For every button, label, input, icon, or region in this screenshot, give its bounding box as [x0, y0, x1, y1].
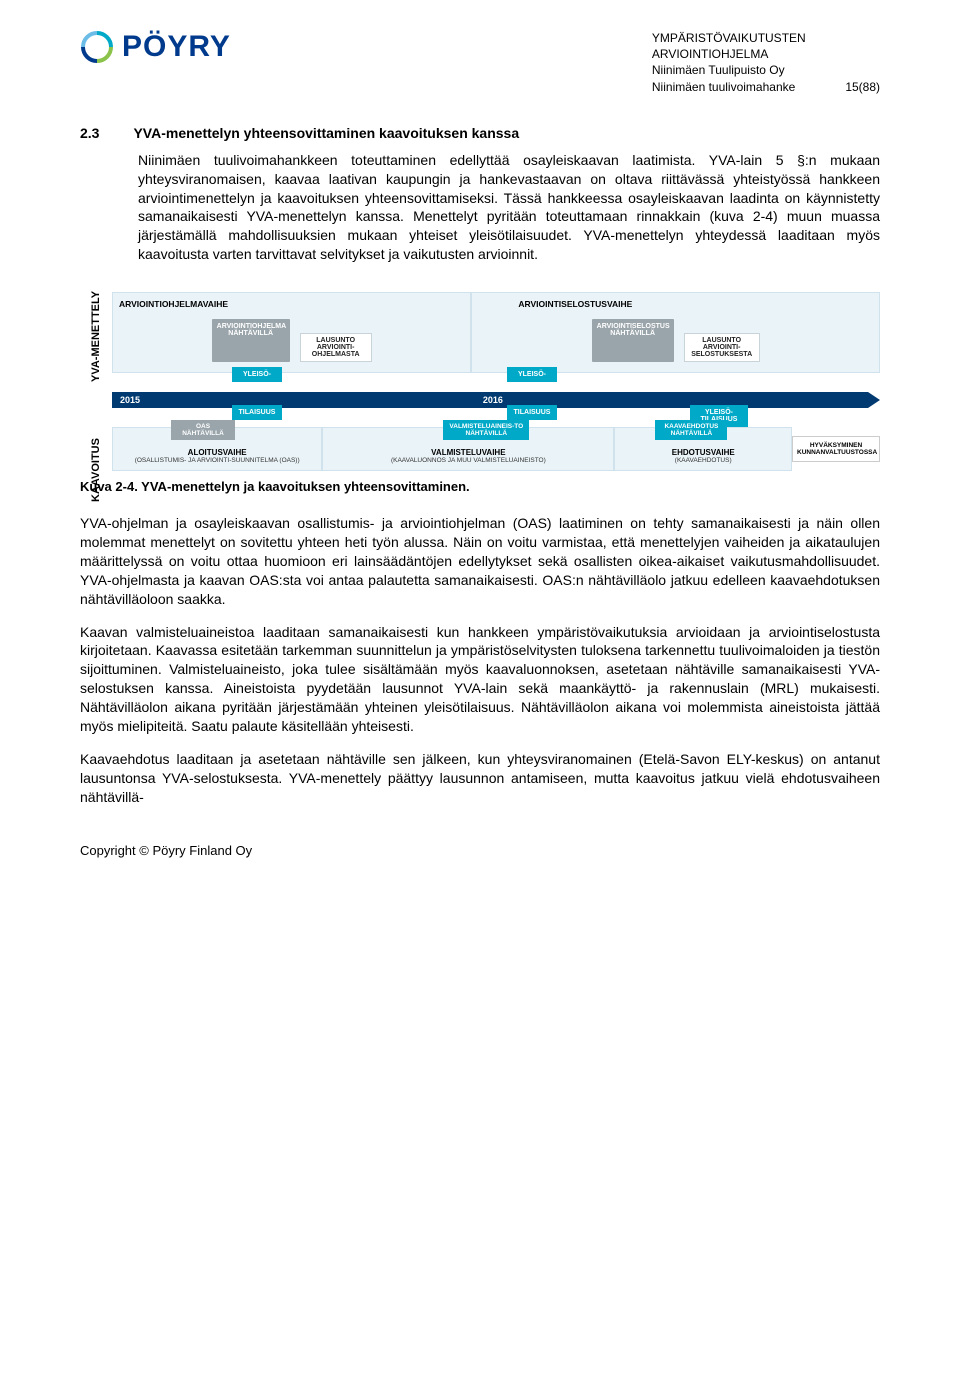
kaav-s1-sub: (OSALLISTUMIS- JA ARVIOINTI-SUUNNITELMA … [119, 457, 315, 464]
figure-caption: Kuva 2-4. YVA-menettelyn ja kaavoituksen… [80, 479, 880, 494]
kaav-s3-title: EHDOTUSVAIHE [621, 448, 785, 457]
paragraph-2: YVA-ohjelman ja osayleiskaavan osallistu… [80, 514, 880, 608]
timeline-year-2: 2016 [475, 395, 511, 405]
page-header: PÖYRY YMPÄRISTÖVAIKUTUSTEN ARVIOINTIOHJE… [80, 30, 880, 95]
section-num: 2.3 [80, 125, 99, 141]
teal-ylei-2b: TILAISUUS [507, 405, 557, 420]
yva-p2-grey: ARVIOINTISELOSTUS NÄHTÄVILLÄ [592, 319, 674, 362]
paragraph-3: Kaavan valmisteluaineistoa laaditaan sam… [80, 623, 880, 736]
kaav-stage-1: OAS NÄHTÄVILLÄ ALOITUSVAIHE (OSALLISTUMI… [112, 427, 322, 471]
header-line1: YMPÄRISTÖVAIKUTUSTEN [652, 30, 880, 46]
kaav-s1-grey: OAS NÄHTÄVILLÄ [171, 420, 235, 440]
kaavoitus-vertical-label: KAAVOITUS [90, 438, 102, 502]
kaav-stage-2: VALMISTELUAINEIS-TO NÄHTÄVILLÄ VALMISTEL… [322, 427, 614, 471]
logo-icon [80, 30, 114, 64]
kaav-stage-3: KAAVAEHDOTUS NÄHTÄVILLÄ EHDOTUSVAIHE (KA… [614, 427, 792, 471]
kaav-s3-grey: KAAVAEHDOTUS NÄHTÄVILLÄ [655, 420, 727, 440]
kaav-s3-sub: (KAAVAEHDOTUS) [621, 457, 785, 464]
header-line2: ARVIOINTIOHJELMA [652, 46, 880, 62]
header-line3: Niinimäen Tuulipuisto Oy [652, 62, 880, 78]
yva-p2-white: LAUSUNTO ARVIOINTI-SELOSTUKSESTA [684, 333, 760, 362]
logo-text: PÖYRY [122, 30, 231, 64]
kaav-s2-sub: (KAAVALUONNOS JA MUU VALMISTELUAINEISTO) [329, 457, 607, 464]
approval-box: HYVÄKSYMINEN KUNNANVALTUUSTOSSA [792, 436, 880, 462]
yva-phase2-title: ARVIOINTISELOSTUSVAIHE [518, 299, 873, 309]
teal-ylei-1b: TILAISUUS [232, 405, 282, 420]
teal-ylei-2a: YLEISÖ- [507, 367, 557, 382]
header-page-num: 15(88) [845, 79, 880, 95]
yva-phase1-title: ARVIOINTIOHJELMAVAIHE [119, 299, 464, 309]
section-heading: 2.3 YVA-menettelyn yhteensovittaminen ka… [80, 125, 880, 141]
paragraph-1: Niinimäen tuulivoimahankkeen toteuttamin… [138, 151, 880, 264]
yva-p1-grey: ARVIOINTIOHJELMA NÄHTÄVILLÄ [212, 319, 290, 362]
kaav-s2-title: VALMISTELUVAIHE [329, 448, 607, 457]
kaavoitus-row: OAS NÄHTÄVILLÄ ALOITUSVAIHE (OSALLISTUMI… [112, 427, 880, 471]
yva-phase-1: ARVIOINTIOHJELMAVAIHE ARVIOINTIOHJELMA N… [112, 292, 471, 373]
timeline-year-1: 2015 [112, 395, 148, 405]
section-title: YVA-menettelyn yhteensovittaminen kaavoi… [133, 125, 519, 141]
yva-vertical-label: YVA-MENETTELY [90, 291, 102, 382]
timeline-arrow-icon [868, 392, 880, 408]
yva-row: ARVIOINTIOHJELMAVAIHE ARVIOINTIOHJELMA N… [112, 292, 880, 373]
kaav-s1-title: ALOITUSVAIHE [119, 448, 315, 457]
yva-p1-white: LAUSUNTO ARVIOINTI-OHJELMASTA [300, 333, 372, 362]
header-line4a: Niinimäen tuulivoimahanke [652, 79, 795, 95]
footer-copyright: Copyright © Pöyry Finland Oy [80, 843, 880, 858]
yva-phase-2: ARVIOINTISELOSTUSVAIHE ARVIOINTISELOSTUS… [471, 292, 880, 373]
kaav-s2-grey: VALMISTELUAINEIS-TO NÄHTÄVILLÄ [443, 420, 529, 440]
process-diagram: YVA-MENETTELY ARVIOINTIOHJELMAVAIHE ARVI… [80, 292, 880, 471]
teal-ylei-1a: YLEISÖ- [232, 367, 282, 382]
timeline-bar: 2015 2016 [112, 392, 868, 408]
paragraph-4: Kaavaehdotus laaditaan ja asetetaan näht… [80, 750, 880, 807]
logo: PÖYRY [80, 30, 231, 64]
header-meta: YMPÄRISTÖVAIKUTUSTEN ARVIOINTIOHJELMA Ni… [652, 30, 880, 95]
timeline: 2015 2016 YLEISÖ- TILAISUUS YLEISÖ- TILA… [112, 387, 880, 413]
